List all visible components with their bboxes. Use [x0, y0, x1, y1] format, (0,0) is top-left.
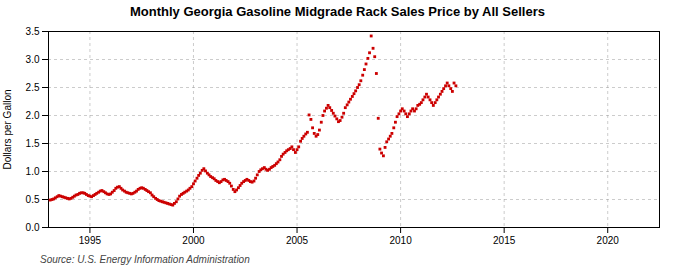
- svg-text:0.0: 0.0: [26, 222, 40, 233]
- svg-text:3.5: 3.5: [26, 26, 40, 37]
- svg-text:0.5: 0.5: [26, 194, 40, 205]
- svg-text:2010: 2010: [389, 235, 412, 246]
- html-text:Source: U.S. Energy Informatio: Source: U.S. Energy Information Administ…: [40, 254, 250, 265]
- svg-text:2.0: 2.0: [26, 110, 40, 121]
- html-text:Monthly Georgia Gasoline Midgr: Monthly Georgia Gasoline Midgrade Rack S…: [130, 4, 545, 19]
- svg-text:2.5: 2.5: [26, 82, 40, 93]
- svg-text:2020: 2020: [597, 235, 620, 246]
- svg-text:2015: 2015: [493, 235, 516, 246]
- svg-text:2005: 2005: [286, 235, 309, 246]
- svg-text:2000: 2000: [182, 235, 205, 246]
- svg-text:1.0: 1.0: [26, 166, 40, 177]
- svg-text:1995: 1995: [79, 235, 102, 246]
- svg-text:3.0: 3.0: [26, 54, 40, 65]
- svg-text:1.5: 1.5: [26, 138, 40, 149]
- svg-text:Dollars per Gallon: Dollars per Gallon: [2, 89, 13, 169]
